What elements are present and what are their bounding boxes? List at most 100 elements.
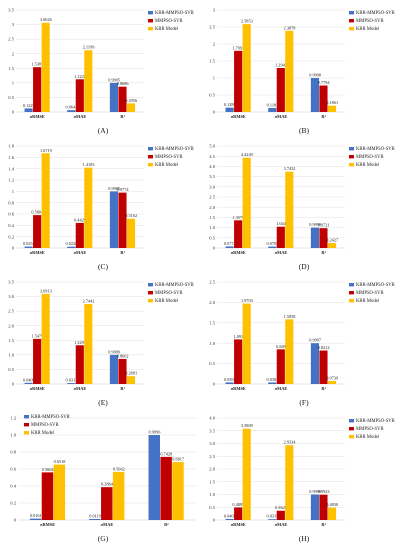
bar	[310, 78, 319, 112]
legend-label: MMPSO-SVR	[155, 291, 183, 296]
legend-label: KRR Model	[155, 299, 179, 304]
y-tick-label: 4.5	[209, 154, 215, 159]
bar-value-label: 0.9721	[318, 223, 330, 228]
chart-panel-b: 0 0.5 1 1.5 2 2.5 3 0.1289 1.7991 2.5853 σRMSE 0.11…	[203, 2, 405, 139]
legend-label: MMPSO-SVR	[155, 155, 183, 160]
bar	[225, 518, 234, 520]
bar-value-label: 1.4183	[83, 162, 95, 167]
bar-value-label: 0.0409	[23, 377, 35, 382]
bar	[29, 518, 42, 520]
bar	[126, 103, 136, 112]
bar-value-label: 0.7794	[318, 80, 331, 85]
legend-label: KRR Model	[31, 431, 55, 436]
y-tick-label: 3.0	[8, 294, 14, 299]
chart-panel-e: 0 0.5 1.0 1.5 2.0 2.5 3.0 3.5 0.0409 1.5479 3.0913…	[2, 274, 204, 411]
bar	[84, 167, 93, 248]
y-tick-label: 0.8	[10, 450, 16, 455]
bar-value-label: 0.1289	[224, 102, 236, 107]
legend-label: KRR-MMPSO-SVR	[155, 283, 195, 288]
bar	[109, 82, 118, 112]
category-label: σMAE	[74, 386, 87, 391]
bar	[225, 382, 234, 384]
bar	[89, 518, 101, 520]
legend-label: KRR Model	[155, 163, 179, 168]
bar-value-label: 0.2427	[326, 238, 339, 243]
chart-panel-a: 0 0.5 1 1.5 2 2.5 3 3.5 0.1225 1.5385 3.0626 σRMSE 0…	[2, 2, 204, 139]
legend-swatch	[148, 11, 153, 15]
chart-g-svg: 0 0.2 0.4 0.6 0.8 1.0 1.2 0.0161 0.5604 0.6518 σRM…	[10, 415, 196, 543]
category-label: R²	[164, 522, 169, 527]
y-tick-label: 4.0	[209, 164, 215, 169]
chart-h-svg: 0 0.5 1.0 1.5 2.0 2.5 3.0 3.5 4.0 0.0405 0.4899 3.5…	[209, 416, 396, 543]
bar	[118, 86, 127, 112]
bar-value-label: 4.4249	[241, 152, 253, 157]
bar-value-label: 0.9996	[149, 430, 162, 435]
bar-value-label: 0.0774	[224, 241, 237, 246]
bar	[310, 494, 319, 520]
y-tick-label: 0.5	[8, 367, 14, 372]
legend-swatch	[349, 11, 354, 15]
y-tick-label: 3.5	[8, 280, 14, 285]
y-tick-label: 2	[213, 42, 216, 47]
bar	[33, 338, 42, 384]
bar-value-label: 0.9999	[309, 222, 321, 227]
y-tick-label: 0.5	[209, 93, 215, 98]
bar-value-label: 0.1182	[267, 102, 279, 107]
bar-value-label: 0.8686	[117, 81, 130, 86]
bar-value-label: 2.3878	[284, 25, 296, 30]
bar-value-label: 0.5162	[125, 213, 137, 218]
bar-value-label: 0.0405	[224, 513, 236, 518]
y-tick-label: 0	[213, 518, 216, 523]
legend-swatch	[349, 435, 354, 439]
bar	[84, 304, 93, 384]
y-tick-label: 5.0	[209, 144, 215, 149]
chart-b-svg: 0 0.5 1 1.5 2 2.5 3 0.1289 1.7991 2.5853 σRMSE 0.11…	[209, 8, 395, 135]
legend-label: KRR Model	[356, 299, 380, 304]
legend-swatch	[349, 19, 354, 23]
bar	[310, 227, 319, 248]
category-label: R²	[321, 250, 326, 255]
bar-value-label: 0.0254	[23, 241, 36, 246]
legend-swatch	[349, 427, 354, 431]
bar-value-label: 0.5662	[113, 466, 125, 471]
bar-value-label: 0.0317	[66, 378, 79, 383]
y-tick-label: 3.5	[209, 428, 215, 433]
legend-swatch	[148, 147, 153, 151]
bar	[41, 22, 50, 112]
y-tick-label: 3	[213, 8, 216, 13]
legend-label: KRR-MMPSO-SVR	[356, 419, 396, 424]
bar-value-label: 0.5604	[42, 467, 55, 472]
chart-a-svg: 0 0.5 1 1.5 2 2.5 3 3.5 0.1225 1.5385 3.0626 σRMSE 0…	[8, 8, 194, 135]
chart-panel-g: 0 0.2 0.4 0.6 0.8 1.0 1.2 0.0161 0.5604 0.6518 σRM…	[2, 410, 204, 547]
legend-label: KRR Model	[356, 163, 380, 168]
bar	[148, 435, 160, 520]
bar-value-label: 0.0739	[326, 375, 338, 380]
legend-label: KRR Model	[356, 27, 380, 32]
y-tick-label: 0	[12, 246, 15, 251]
bar	[285, 171, 294, 248]
bar-value-label: 1.2943	[275, 62, 287, 67]
bar	[225, 107, 234, 112]
y-tick-label: 2.5	[209, 280, 215, 285]
legend-label: KRR-MMPSO-SVR	[31, 415, 71, 420]
bar	[319, 494, 328, 520]
y-tick-label: 0	[12, 110, 15, 115]
y-tick-label: 1	[213, 76, 216, 81]
bar	[327, 243, 337, 248]
bar-value-label: 0.9923	[318, 489, 330, 494]
bar-value-label: 1.3291	[74, 340, 86, 345]
bar	[33, 67, 42, 112]
chart-panel-d: 0 0.5 1.0 1.5 2.0 2.5 3.0 3.5 4.0 4.5 5.0 0.0774 1.3…	[203, 138, 405, 275]
y-tick-label: 2.5	[8, 309, 14, 314]
bar	[75, 79, 84, 112]
category-label: σMAE	[74, 114, 87, 119]
y-tick-label: 0	[213, 110, 216, 115]
bar	[126, 218, 136, 248]
y-tick-label: 0.4	[8, 223, 14, 228]
bar-value-label: 0.9995	[108, 77, 120, 82]
bar	[242, 428, 251, 520]
y-tick-label: 1.5	[8, 66, 14, 71]
bar-value-label: 2.7442	[83, 299, 95, 304]
category-label: σMAE	[275, 250, 288, 255]
bar	[41, 472, 54, 520]
